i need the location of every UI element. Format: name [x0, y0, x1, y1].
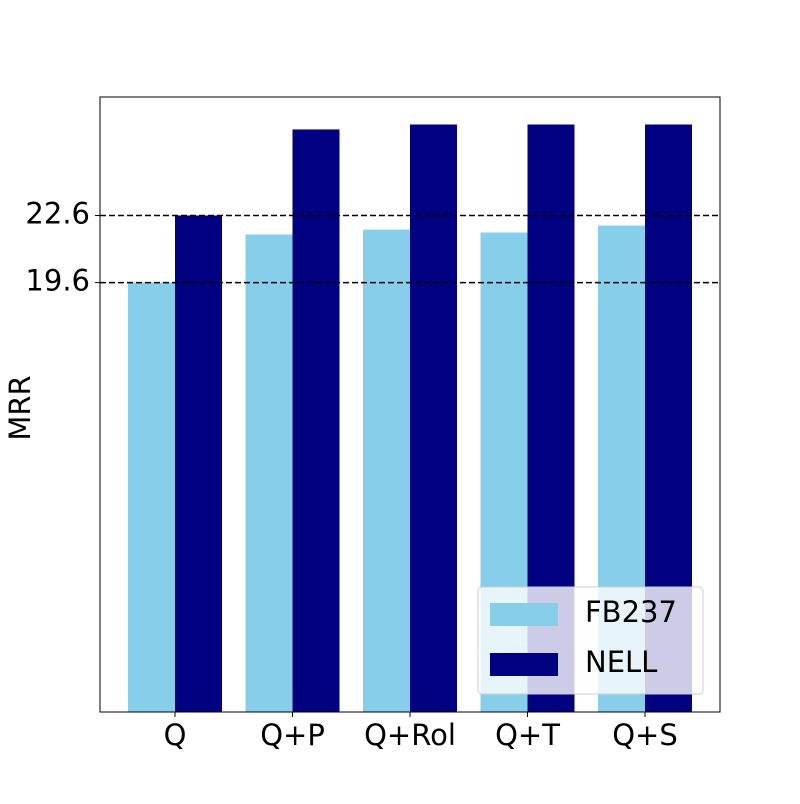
legend-label: NELL: [585, 645, 657, 679]
bar: [410, 124, 457, 713]
x-tick-label: Q: [164, 718, 187, 752]
bar: [292, 129, 340, 713]
bar: [128, 282, 175, 712]
plot-frame: [99, 96, 721, 713]
x-tick-label: Q+S: [612, 718, 678, 752]
y-tick-label: 19.6: [25, 264, 90, 298]
bar: [245, 234, 293, 712]
y-tick-label: 22.6: [25, 197, 90, 231]
legend-swatch: [490, 653, 558, 676]
x-tick-label: Q+Rol: [364, 718, 456, 752]
legend-label: FB237: [585, 595, 677, 629]
x-tick-label: Q+P: [260, 718, 325, 752]
x-tick-label: Q+T: [495, 718, 560, 752]
bar: [175, 215, 222, 712]
bar: [363, 229, 410, 712]
legend-swatch: [490, 603, 558, 626]
y-axis-label: MRR: [3, 375, 37, 440]
